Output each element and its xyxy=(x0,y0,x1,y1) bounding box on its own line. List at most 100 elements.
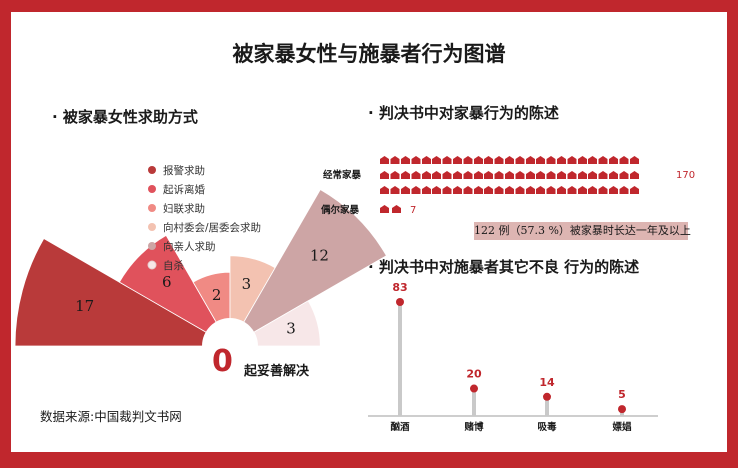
legend-label: 报警求助 xyxy=(163,164,205,177)
house-icon xyxy=(526,186,535,194)
resolved-count: 0 xyxy=(212,344,233,379)
legend-marker xyxy=(148,204,156,212)
house-icon xyxy=(526,171,535,179)
rose-sector xyxy=(228,189,387,348)
house-icon xyxy=(411,156,421,164)
rose-sector xyxy=(118,234,232,348)
house-icon xyxy=(567,171,577,179)
house-icon xyxy=(588,171,597,179)
house-icon xyxy=(630,171,639,179)
house-icon xyxy=(609,156,618,164)
house-icon xyxy=(588,186,597,194)
house-icon xyxy=(505,171,514,179)
row-value: 7 xyxy=(410,205,416,216)
house-icon xyxy=(505,156,514,164)
house-icon xyxy=(578,186,587,194)
legend-marker xyxy=(148,242,156,250)
house-icon xyxy=(567,186,577,194)
house-icon xyxy=(494,156,504,164)
house-icon xyxy=(463,171,473,179)
row-value: 170 xyxy=(676,170,695,181)
lollipop-value: 83 xyxy=(392,281,407,294)
house-icon xyxy=(453,156,462,164)
house-icon xyxy=(401,186,410,194)
house-icon xyxy=(432,156,441,164)
lollipop-category: 赌博 xyxy=(463,421,484,433)
legend-marker xyxy=(148,166,156,174)
house-icon xyxy=(411,171,421,179)
legend-label: 妇联求助 xyxy=(163,202,205,215)
lollipop-value: 5 xyxy=(618,388,626,401)
house-icon xyxy=(463,156,473,164)
lollipop-value: 20 xyxy=(466,368,482,381)
house-icon xyxy=(557,186,566,194)
row-label: 经常家暴 xyxy=(323,169,362,181)
house-icon xyxy=(598,156,608,164)
lollipop-category: 嫖娼 xyxy=(612,421,632,433)
lollipop-value: 14 xyxy=(539,376,555,389)
duration-note: 122 例（57.3 %）被家暴时长达一年及以上 xyxy=(474,222,691,240)
row-label: 偶尔家暴 xyxy=(321,204,360,216)
legend-marker xyxy=(148,223,156,231)
house-icon xyxy=(546,156,556,164)
house-icon xyxy=(630,186,639,194)
lollipop-dot xyxy=(470,384,478,393)
house-icon xyxy=(557,171,566,179)
house-icon xyxy=(536,156,545,164)
house-icon xyxy=(526,156,535,164)
house-icon xyxy=(401,171,410,179)
house-icon xyxy=(588,156,597,164)
lollipop-dot xyxy=(543,392,551,401)
resolved-caption: 起妥善解决 xyxy=(244,364,310,379)
page-title: 被家暴女性与施暴者行为图谱 xyxy=(232,42,506,66)
lollipop-dot xyxy=(396,298,404,306)
help-section-title: · 被家暴女性求助方式 xyxy=(52,108,198,126)
house-icon xyxy=(474,186,483,194)
house-icon xyxy=(422,186,431,194)
house-icon xyxy=(578,156,587,164)
house-icon xyxy=(515,156,525,164)
lollipop-category: 酗酒 xyxy=(390,421,410,433)
rose-value-label: 6 xyxy=(162,273,172,291)
house-icon xyxy=(463,186,473,194)
house-icon xyxy=(442,156,452,164)
house-icon xyxy=(494,171,504,179)
abuser-section-title: · 判决书中对施暴者其它不良 行为的陈述 xyxy=(368,258,640,276)
house-icon xyxy=(392,205,401,213)
rose-center xyxy=(202,318,258,374)
house-icon xyxy=(401,156,410,164)
house-icon xyxy=(619,171,629,179)
house-icon xyxy=(442,186,452,194)
house-icon xyxy=(390,186,400,194)
data-source: 数据来源:中国裁判文书网 xyxy=(40,409,182,424)
legend-marker xyxy=(148,185,156,193)
house-icon xyxy=(453,171,462,179)
house-icon xyxy=(380,156,389,164)
legend-label: 自杀 xyxy=(163,259,184,272)
house-icon xyxy=(515,171,525,179)
house-icon xyxy=(380,205,389,213)
rose-value-label: 17 xyxy=(75,297,94,315)
house-icon xyxy=(474,171,483,179)
house-icon xyxy=(619,186,629,194)
house-icon xyxy=(380,186,389,194)
rose-value-label: 3 xyxy=(242,275,252,293)
house-icon xyxy=(557,156,566,164)
house-icon xyxy=(598,186,608,194)
house-icon xyxy=(442,171,452,179)
house-icon xyxy=(474,156,483,164)
house-icon xyxy=(505,186,514,194)
rose-value-label: 12 xyxy=(310,247,329,265)
rose-sector xyxy=(14,237,232,347)
rose-value-label: 3 xyxy=(286,320,296,338)
legend-label: 向亲人求助 xyxy=(163,240,216,253)
house-icon xyxy=(536,186,545,194)
house-icon xyxy=(546,186,556,194)
house-icon xyxy=(432,171,441,179)
house-icon xyxy=(453,186,462,194)
house-icon xyxy=(422,156,431,164)
house-icon xyxy=(536,171,545,179)
house-icon xyxy=(411,186,421,194)
house-icon xyxy=(484,156,493,164)
